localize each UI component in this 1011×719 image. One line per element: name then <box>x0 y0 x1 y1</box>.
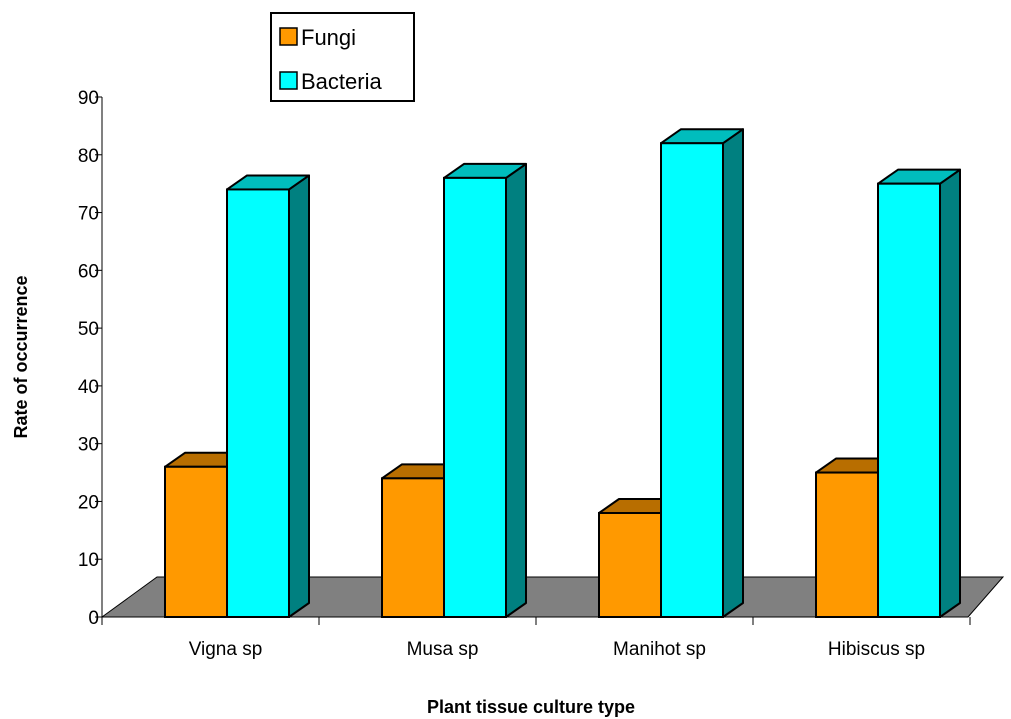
labels-layer: 0 10 20 30 40 50 60 70 80 90 Vigna sp Musa sp Maniho… <box>78 88 925 660</box>
x-axis-title: Plant tissue culture type <box>427 697 635 717</box>
bars-layer <box>164 128 961 619</box>
x-category-label: Manihot sp <box>613 639 706 660</box>
bar-side-face <box>505 162 527 618</box>
y-tick-label: 50 <box>78 319 99 340</box>
y-axis-title: Rate of occurrence <box>11 275 31 438</box>
y-tick-label: 10 <box>78 550 99 571</box>
y-tick-label: 40 <box>78 377 99 398</box>
bar-front-face <box>381 477 445 619</box>
y-tick-label: 30 <box>78 435 99 456</box>
bar-bacteria-3 <box>660 128 744 618</box>
legend-swatch <box>279 71 298 90</box>
y-tick-label: 0 <box>88 608 99 629</box>
x-category-label: Musa sp <box>407 639 479 660</box>
y-tick-label: 90 <box>78 88 99 109</box>
y-tick-label: 60 <box>78 261 99 282</box>
x-category-label: Hibiscus sp <box>828 639 925 660</box>
bar-front-face <box>226 188 290 618</box>
bar-side-face <box>722 128 744 618</box>
legend-item-fungi: Fungi <box>279 25 356 50</box>
bar-front-face <box>660 142 724 618</box>
bar-front-face <box>877 182 941 619</box>
bar-front-face <box>443 176 507 618</box>
bar-front-face <box>815 471 879 618</box>
bar-side-face <box>288 174 310 618</box>
y-tick-label: 20 <box>78 492 99 513</box>
y-tick-label: 80 <box>78 146 99 167</box>
x-category-label: Vigna sp <box>189 639 263 660</box>
legend-items: Fungi Bacteria <box>279 25 382 94</box>
bar-bacteria-4 <box>877 168 961 619</box>
legend-swatch <box>279 27 298 46</box>
bar-bacteria-2 <box>443 162 527 618</box>
bar-side-face <box>939 168 961 618</box>
legend: Fungi Bacteria <box>270 12 415 102</box>
bar-front-face <box>598 512 662 618</box>
legend-item-bacteria: Bacteria <box>279 69 382 94</box>
bar-bacteria-1 <box>226 174 310 618</box>
legend-label: Fungi <box>301 25 356 50</box>
legend-label: Bacteria <box>301 69 382 94</box>
bar-front-face <box>164 465 228 618</box>
y-tick-label: 70 <box>78 204 99 225</box>
